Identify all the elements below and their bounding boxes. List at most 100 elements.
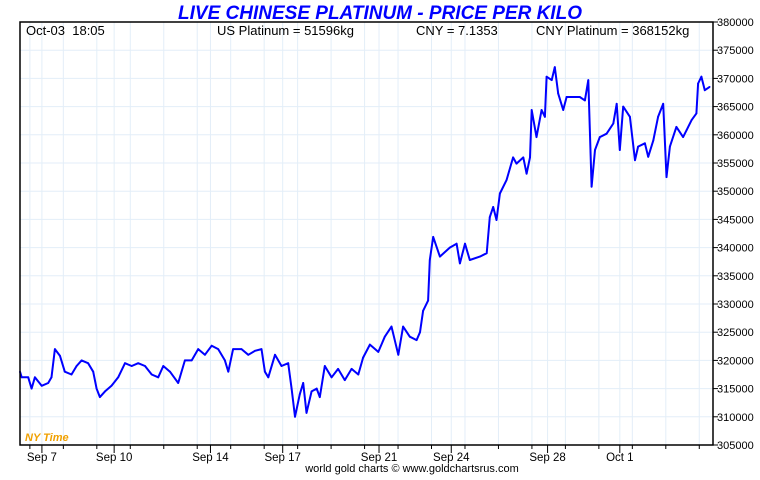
price-point <box>177 382 180 384</box>
price-point <box>260 348 263 351</box>
price-point <box>390 325 393 328</box>
price-point <box>618 149 621 151</box>
x-tick-label: Sep 14 <box>192 452 229 464</box>
price-point <box>553 66 556 69</box>
grid-lines <box>20 21 713 446</box>
y-axis: 305000 310000 315000 320000 325000 330000 3350… <box>713 17 754 452</box>
price-point <box>540 109 543 111</box>
price-point <box>34 376 36 379</box>
price-point <box>685 129 688 132</box>
price-point <box>210 344 213 347</box>
price-point <box>697 82 699 85</box>
price-point <box>545 75 548 78</box>
y-tick-label: 380000 <box>717 17 754 29</box>
price-point <box>27 376 30 379</box>
price-point <box>668 145 671 148</box>
y-tick-label: 320000 <box>717 355 754 367</box>
price-point <box>110 384 113 387</box>
price-point <box>343 379 346 382</box>
price-point <box>92 370 95 373</box>
price-point <box>47 382 50 384</box>
price-point <box>505 179 508 181</box>
price-point <box>157 376 160 379</box>
price-point <box>232 348 235 351</box>
price-point <box>700 75 703 78</box>
info-cny-rate: CNY = 7.1353 <box>416 23 498 38</box>
y-tick-label: 335000 <box>717 271 754 283</box>
price-point <box>169 370 171 373</box>
price-point <box>415 339 418 341</box>
price-point <box>455 242 458 245</box>
price-point <box>459 262 461 265</box>
price-point <box>184 359 186 362</box>
price-point <box>515 162 518 165</box>
price-point <box>224 359 226 362</box>
x-tick-label: Oct 1 <box>606 452 633 464</box>
price-point <box>197 348 200 351</box>
y-tick-label: 310000 <box>717 412 754 424</box>
price-point <box>682 136 685 138</box>
price-point <box>240 348 243 351</box>
info-timestamp: Oct-03 18:05 <box>26 23 105 38</box>
price-point <box>362 356 365 359</box>
info-cny-platinum: CNY Platinum = 368152kg <box>536 23 689 38</box>
price-point <box>227 370 230 373</box>
price-point <box>464 242 466 245</box>
price-point <box>298 393 301 396</box>
price-point <box>302 382 305 384</box>
y-tick-label: 370000 <box>717 73 754 85</box>
price-point <box>20 376 23 379</box>
x-tick-label: Sep 21 <box>361 452 397 464</box>
price-point <box>287 362 290 365</box>
price-point <box>512 156 515 159</box>
price-point <box>583 99 586 102</box>
x-axis: Sep 7 Sep 10 Sep 14 Sep 17 Sep 21 Sep 24 Sep 2… <box>27 445 700 464</box>
x-tick-label: Sep 24 <box>433 452 470 464</box>
price-point <box>427 299 430 302</box>
x-tick-label: Sep 10 <box>96 452 132 464</box>
price-point <box>495 219 498 221</box>
price-point <box>75 365 78 367</box>
price-point <box>572 96 574 98</box>
price-point <box>544 115 546 118</box>
price-point <box>63 370 66 373</box>
price-point <box>247 353 250 356</box>
price-point <box>695 112 698 115</box>
price-point <box>217 348 220 351</box>
y-tick-label: 350000 <box>717 186 754 198</box>
price-point <box>637 145 640 148</box>
plot-frame <box>19 21 714 446</box>
price-point <box>634 159 636 162</box>
price-point <box>643 142 646 145</box>
y-tick-label: 340000 <box>717 243 754 255</box>
price-point <box>137 362 140 365</box>
price-point <box>657 115 659 118</box>
price-point <box>350 367 353 370</box>
price-point <box>525 172 528 175</box>
price-point <box>485 252 488 255</box>
price-point <box>254 349 256 352</box>
price-point <box>95 387 98 390</box>
price-point <box>408 335 411 338</box>
price-point <box>59 354 61 357</box>
price-point <box>150 373 153 376</box>
price-point <box>479 255 481 258</box>
price-point <box>488 216 491 219</box>
price-point <box>87 362 90 365</box>
price-point <box>263 370 266 373</box>
price-point <box>305 411 308 414</box>
y-tick-label: 315000 <box>717 384 754 396</box>
price-point <box>565 96 568 98</box>
price-point <box>267 376 270 379</box>
price-point <box>377 351 380 353</box>
price-point <box>190 359 193 362</box>
price-point <box>662 102 665 105</box>
price-point <box>550 79 553 81</box>
price-point <box>99 396 101 398</box>
price-point <box>274 353 276 356</box>
price-point <box>605 132 608 135</box>
price-point <box>708 85 711 88</box>
price-point <box>690 119 693 122</box>
price-point <box>557 92 560 95</box>
price-point <box>310 390 313 393</box>
